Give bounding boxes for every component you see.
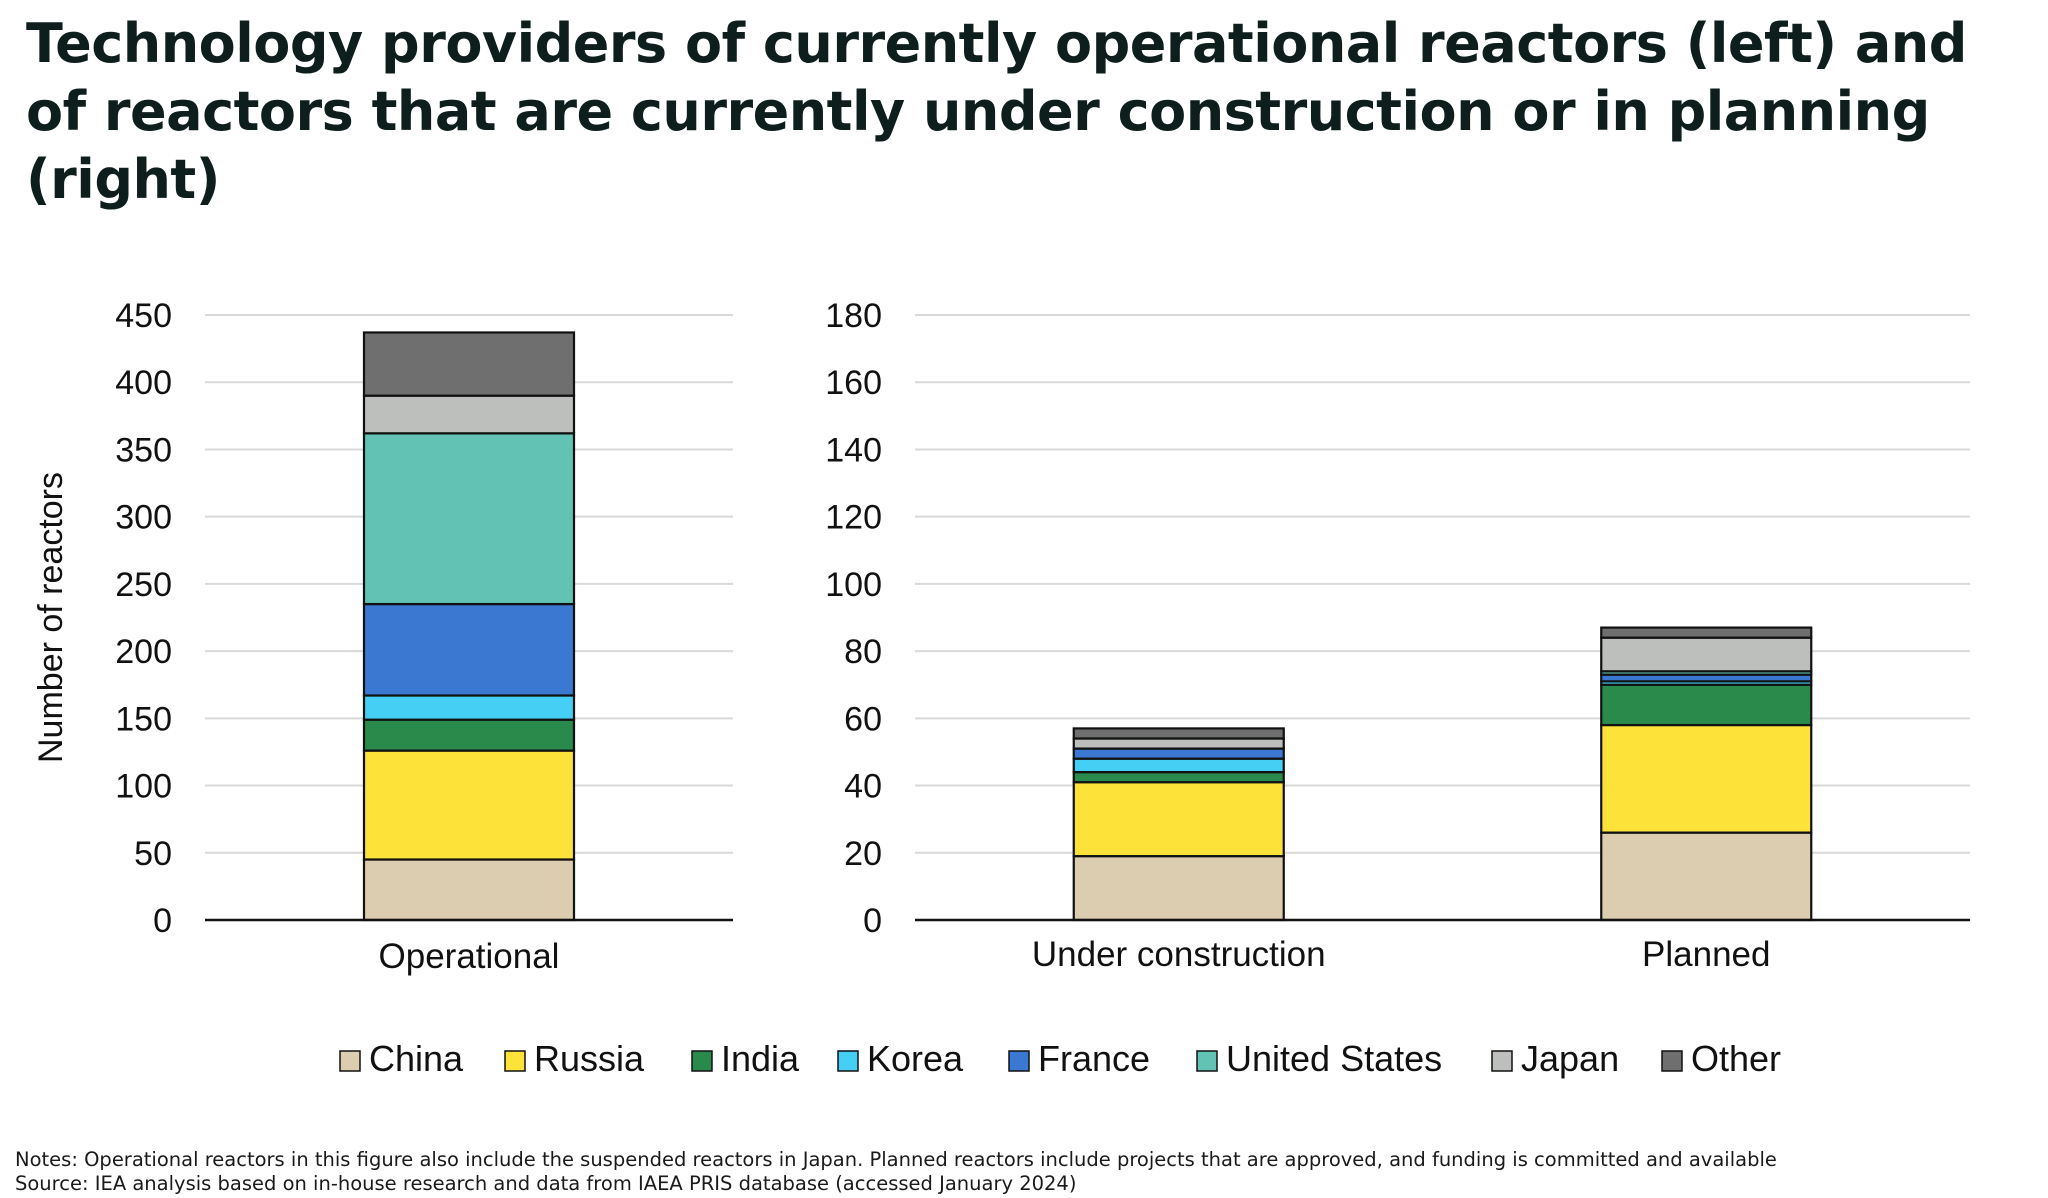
bar-segment-france (362, 602, 576, 697)
bar-segment-china (362, 858, 576, 922)
y-axis-label: Number of reactors (32, 472, 70, 763)
bar-segment-other (1072, 727, 1285, 740)
legend-label-france: France (1038, 1038, 1150, 1079)
bar-segment-russia (1600, 723, 1813, 834)
bar-segment-other (362, 331, 576, 397)
legend-swatch-other (1661, 1050, 1683, 1072)
page-title: Technology providers of currently operat… (26, 12, 1967, 211)
legend-label-russia: Russia (534, 1038, 645, 1079)
bar-segment-china (1600, 831, 1813, 922)
y-tick-label: 50 (134, 835, 172, 873)
x-category-label: Planned (1642, 935, 1770, 974)
notes-text: Notes: Operational reactors in this figu… (15, 1148, 1777, 1171)
legend-label-korea: Korea (867, 1038, 964, 1079)
y-tick-label: 60 (844, 700, 882, 738)
legend-label-china: China (369, 1038, 464, 1079)
y-tick-label: 350 (115, 431, 172, 469)
bar-segment-korea (362, 694, 576, 721)
bar-segment-india (1072, 771, 1285, 784)
y-tick-label: 100 (115, 768, 172, 806)
bar-segment-india (1600, 683, 1813, 727)
bar-segment-russia (1072, 781, 1285, 858)
legend-swatch-china (339, 1050, 361, 1072)
legend-swatch-india (691, 1050, 713, 1072)
x-category-label: Under construction (1032, 935, 1326, 974)
y-tick-label: 80 (844, 633, 882, 671)
bar-segment-japan (362, 394, 576, 435)
legend-swatch-korea (837, 1050, 859, 1072)
y-tick-label: 200 (115, 633, 172, 671)
legend-swatch-japan (1491, 1050, 1513, 1072)
legend-label-united-states: United States (1226, 1038, 1442, 1079)
bar-segment-india (362, 718, 576, 752)
y-tick-label: 40 (844, 768, 882, 806)
bar-segment-japan (1600, 636, 1813, 673)
legend-swatch-russia (504, 1050, 526, 1072)
bar-segment-japan (1072, 737, 1285, 750)
y-tick-label: 180 (825, 297, 882, 335)
legend-label-japan: Japan (1521, 1038, 1619, 1079)
y-tick-label: 150 (115, 700, 172, 738)
chart-construction-planned: 0 20 40 60 80 100 120 140 160 180 Under constructi… (825, 297, 1970, 974)
y-tick-label: 300 (115, 499, 172, 537)
y-tick-label: 450 (115, 297, 172, 335)
source-text: Source: IEA analysis based on in-house r… (15, 1172, 1077, 1195)
y-tick-label: 100 (825, 566, 882, 604)
legend-swatch-united-states (1196, 1050, 1218, 1072)
notes-block: Notes: Operational reactors in this figu… (15, 1148, 2035, 1196)
bar-segment-france (1072, 747, 1285, 760)
bar-segment-other (1600, 626, 1813, 639)
legend: China Russia India Korea France United States… (339, 1038, 1781, 1079)
x-category-label: Operational (379, 937, 560, 976)
legend-swatch-france (1008, 1050, 1030, 1072)
y-tick-label: 0 (863, 902, 882, 940)
bar-segment-china (1072, 855, 1285, 922)
y-tick-label: 120 (825, 499, 882, 537)
y-tick-label: 0 (153, 902, 172, 940)
bar-segment-united-states (362, 432, 576, 606)
bar-segment-korea (1072, 757, 1285, 774)
bar-segment-russia (362, 749, 576, 861)
y-tick-label: 400 (115, 364, 172, 402)
chart-operational: 0 50 100 150 200 250 300 350 400 450 Number of rea… (32, 297, 733, 976)
y-tick-label: 140 (825, 431, 882, 469)
legend-label-india: India (721, 1038, 800, 1079)
legend-label-other: Other (1691, 1038, 1781, 1079)
y-tick-label: 160 (825, 364, 882, 402)
y-tick-label: 20 (844, 835, 882, 873)
y-tick-label: 250 (115, 566, 172, 604)
